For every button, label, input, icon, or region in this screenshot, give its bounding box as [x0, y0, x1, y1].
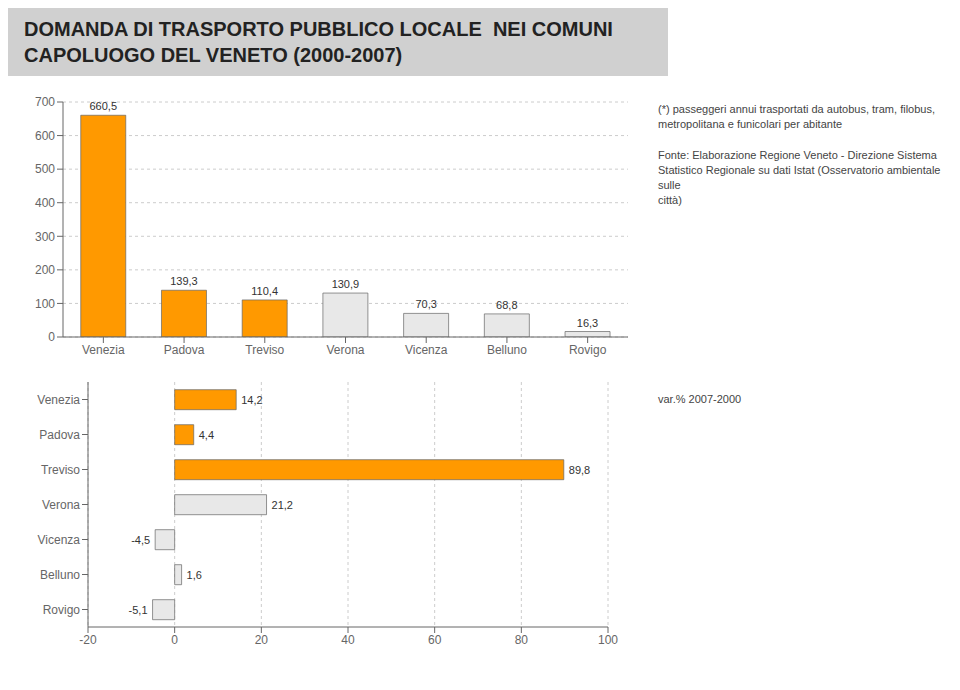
- svg-text:70,3: 70,3: [415, 298, 436, 310]
- svg-text:21,2: 21,2: [272, 499, 293, 511]
- svg-text:Venezia: Venezia: [82, 343, 125, 357]
- svg-text:500: 500: [35, 162, 55, 176]
- svg-text:Verona: Verona: [326, 343, 364, 357]
- svg-text:-20: -20: [79, 633, 97, 647]
- svg-text:Padova: Padova: [164, 343, 205, 357]
- svg-text:14,2: 14,2: [241, 394, 262, 406]
- svg-text:Belluno: Belluno: [40, 568, 80, 582]
- svg-text:400: 400: [35, 196, 55, 210]
- svg-text:700: 700: [35, 95, 55, 109]
- svg-text:40: 40: [341, 633, 355, 647]
- svg-text:1,6: 1,6: [187, 569, 202, 581]
- svg-text:89,8: 89,8: [569, 464, 590, 476]
- svg-text:68,8: 68,8: [496, 299, 517, 311]
- svg-text:-4,5: -4,5: [131, 534, 150, 546]
- svg-text:Vicenza: Vicenza: [405, 343, 448, 357]
- svg-text:-5,1: -5,1: [129, 604, 148, 616]
- svg-text:0: 0: [48, 330, 55, 344]
- svg-text:110,4: 110,4: [251, 285, 278, 297]
- svg-text:130,9: 130,9: [332, 278, 360, 290]
- svg-text:0: 0: [171, 633, 178, 647]
- svg-text:80: 80: [515, 633, 529, 647]
- svg-text:200: 200: [35, 263, 55, 277]
- svg-text:100: 100: [35, 297, 55, 311]
- html-text:var.% 2007-2000: var.% 2007-2000: [658, 393, 742, 405]
- svg-text:60: 60: [428, 633, 442, 647]
- svg-text:300: 300: [35, 230, 55, 244]
- html-text:Fonte: Elaborazione Regione Ve: Fonte: Elaborazione Regione Veneto - Dir…: [658, 149, 941, 206]
- svg-text:100: 100: [598, 633, 618, 647]
- svg-text:660,5: 660,5: [89, 100, 117, 112]
- svg-text:20: 20: [255, 633, 269, 647]
- svg-text:16,3: 16,3: [577, 317, 598, 329]
- svg-text:Vicenza: Vicenza: [38, 533, 81, 547]
- svg-text:600: 600: [35, 129, 55, 143]
- html-text:CAPOLUOGO DEL VENETO (2000-200: CAPOLUOGO DEL VENETO (2000-2007): [24, 44, 403, 66]
- svg-text:4,4: 4,4: [199, 429, 214, 441]
- svg-text:Rovigo: Rovigo: [569, 343, 607, 357]
- svg-text:139,3: 139,3: [170, 275, 198, 287]
- html-text:DOMANDA DI TRASPORTO PUBBLICO: DOMANDA DI TRASPORTO PUBBLICO LOCALE NEI…: [24, 18, 613, 40]
- html-text:(*) passeggeri annui trasporta: (*) passeggeri annui trasportati da auto…: [658, 103, 935, 130]
- svg-text:Treviso: Treviso: [41, 463, 80, 477]
- svg-text:Padova: Padova: [39, 428, 80, 442]
- svg-text:Rovigo: Rovigo: [43, 603, 81, 617]
- svg-text:Treviso: Treviso: [245, 343, 284, 357]
- svg-text:Venezia: Venezia: [37, 393, 80, 407]
- svg-text:Verona: Verona: [42, 498, 80, 512]
- svg-text:Belluno: Belluno: [487, 343, 527, 357]
